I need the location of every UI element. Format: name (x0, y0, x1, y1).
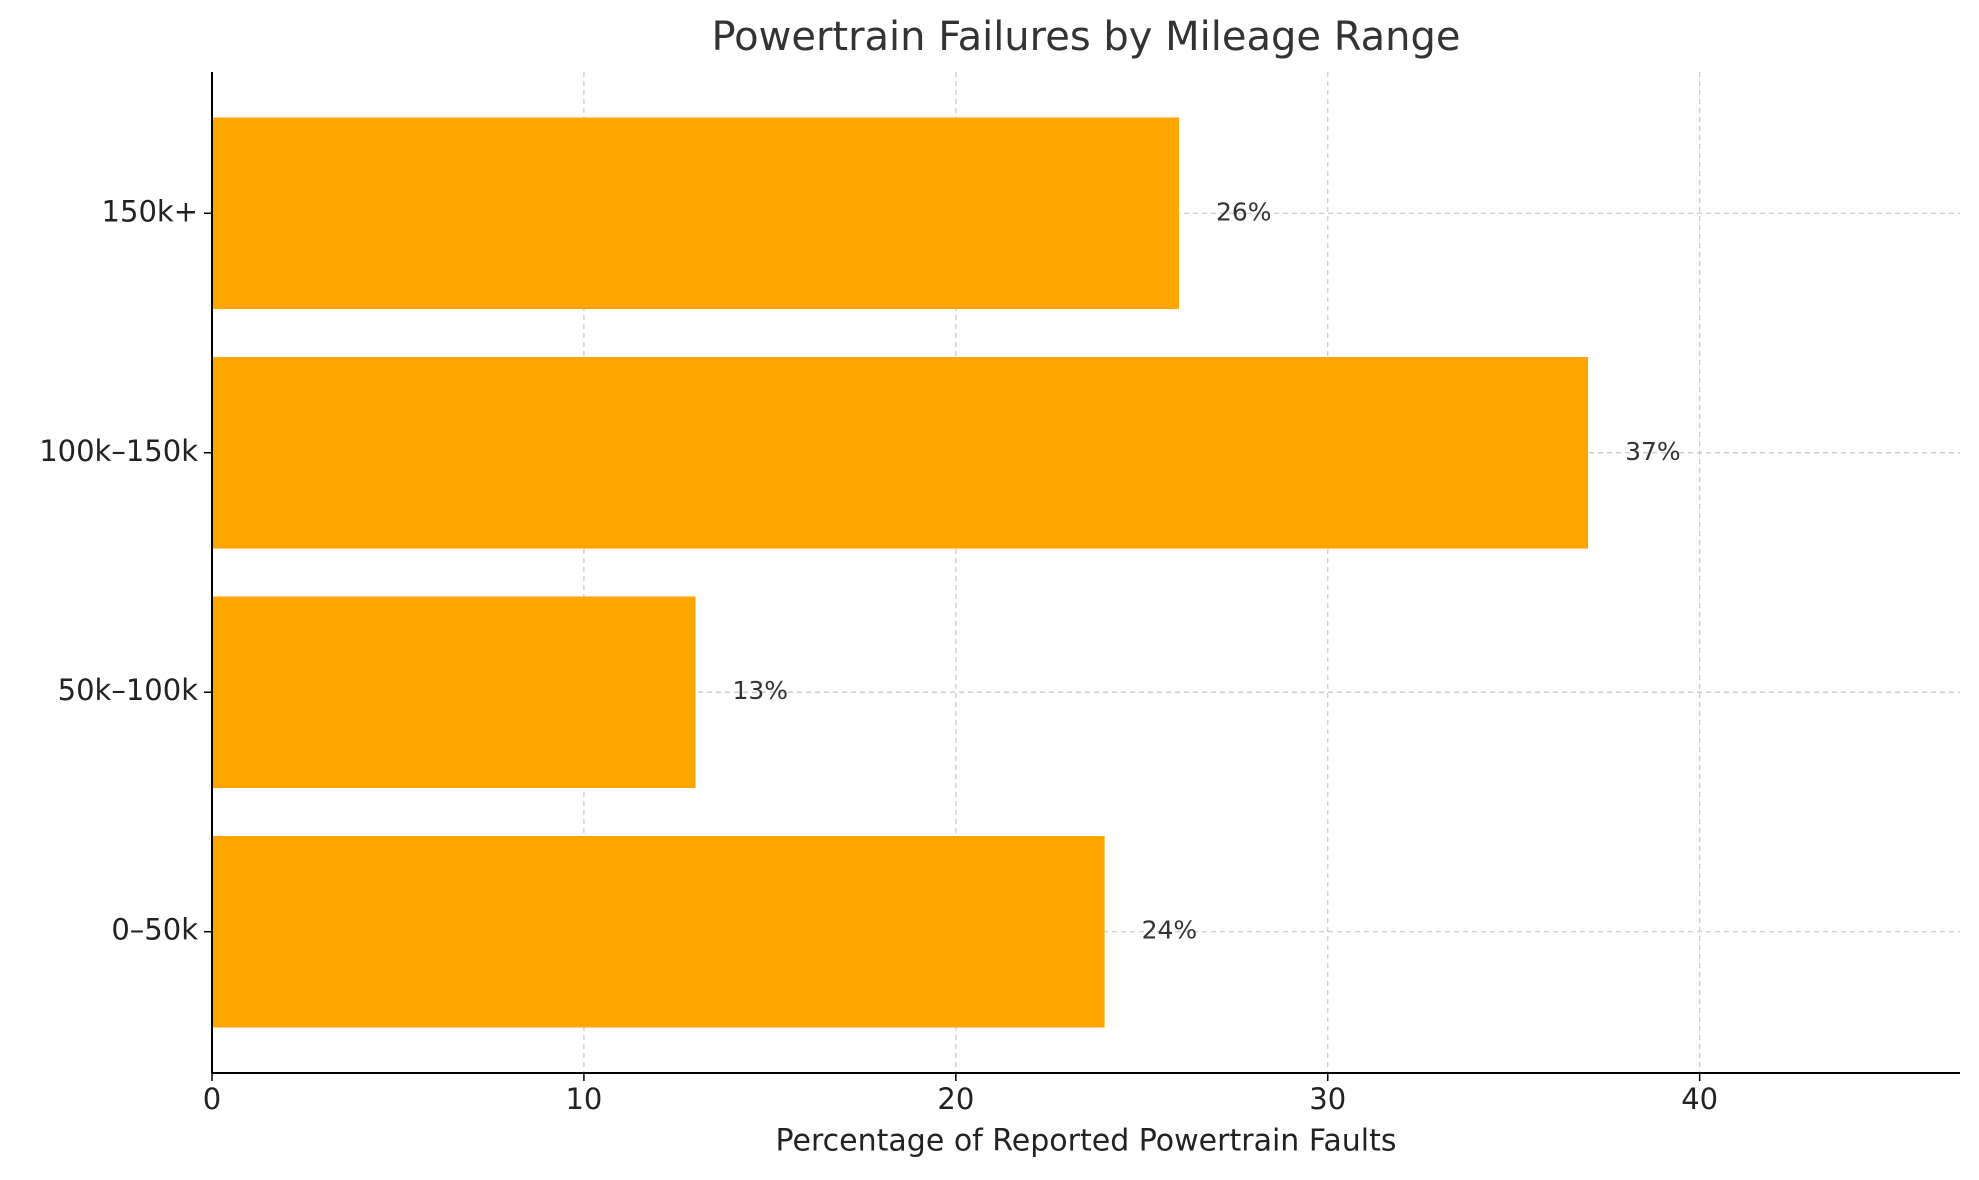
value-label: 26% (1216, 197, 1272, 226)
x-tick-label: 10 (565, 1082, 602, 1116)
bar (212, 117, 1179, 310)
x-tick-label: 30 (1309, 1082, 1346, 1116)
y-tick-label: 0–50k (111, 913, 198, 947)
x-tick-label: 0 (203, 1082, 221, 1116)
chart-title: Powertrain Failures by Mileage Range (711, 14, 1460, 60)
value-label: 37% (1625, 437, 1681, 466)
bar (212, 835, 1105, 1028)
bar (212, 356, 1589, 549)
y-tick-label: 100k–150k (39, 434, 198, 468)
x-axis-label: Percentage of Reported Powertrain Faults (776, 1124, 1397, 1159)
bar (212, 596, 696, 789)
x-tick-label: 20 (937, 1082, 974, 1116)
y-tick-label: 150k+ (102, 194, 198, 228)
value-label: 24% (1142, 916, 1198, 945)
x-tick-label: 40 (1681, 1082, 1718, 1116)
value-label: 13% (732, 676, 788, 705)
y-tick-label: 50k–100k (58, 673, 199, 707)
